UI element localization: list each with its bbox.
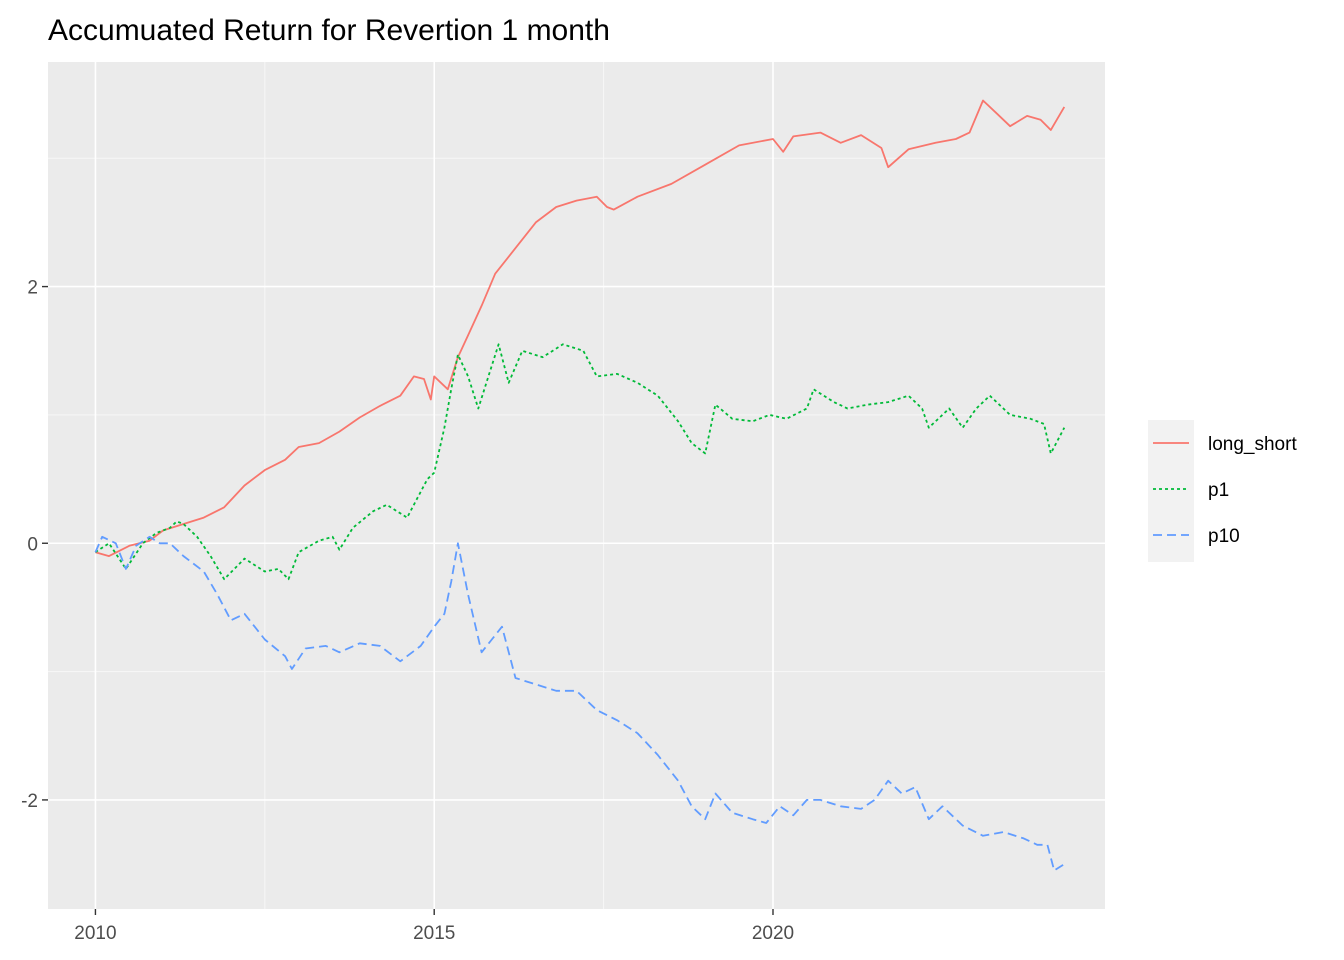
series-lines <box>94 99 1066 872</box>
y-tick-label: 2 <box>27 278 38 299</box>
major-gridlines <box>48 62 1105 909</box>
series-line-p1 <box>94 343 1066 581</box>
series-line-long-short <box>95 99 1066 557</box>
chart-title: Accumuated Return for Revertion 1 month <box>48 14 610 47</box>
legend-key-background <box>1148 420 1194 562</box>
axes: 2010 2015 2020 -2 0 2 <box>21 278 794 944</box>
series-line-p10 <box>94 535 1065 872</box>
y-tick-label: 0 <box>27 534 38 555</box>
x-tick-label: 2015 <box>413 923 455 944</box>
legend-label-p1: p1 <box>1208 480 1229 501</box>
y-tick-label: -2 <box>21 791 38 812</box>
legend-label-long-short: long_short <box>1208 434 1297 455</box>
legend: long_short p1 p10 <box>1148 420 1297 562</box>
x-tick-label: 2010 <box>74 923 116 944</box>
x-tick-label: 2020 <box>752 923 794 944</box>
plot-panel <box>48 62 1105 909</box>
legend-label-p10: p10 <box>1208 526 1240 547</box>
